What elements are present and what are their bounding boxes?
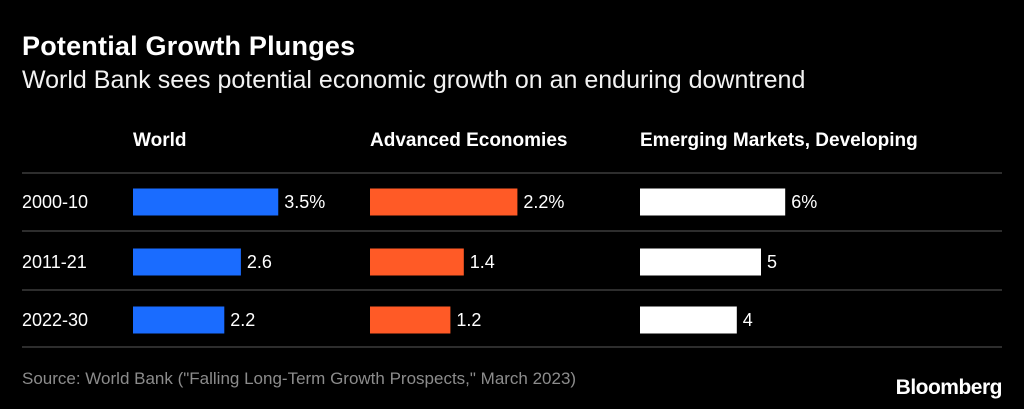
bar — [133, 306, 225, 334]
bar — [370, 188, 518, 216]
data-label: 1.4 — [470, 252, 495, 272]
series-header: Advanced Economies — [370, 130, 567, 151]
data-label: 4 — [743, 310, 753, 330]
bar — [640, 306, 737, 334]
category-label: 2011-21 — [22, 252, 87, 272]
bar — [133, 248, 241, 276]
bar — [640, 188, 786, 216]
data-label: 6% — [791, 192, 817, 212]
category-label: 2000-10 — [22, 192, 88, 212]
series-header: Emerging Markets, Developing — [640, 130, 918, 151]
bar — [133, 188, 279, 216]
data-label: 2.2 — [230, 310, 255, 330]
bar — [370, 306, 451, 334]
bar — [640, 248, 761, 276]
data-label: 2.6 — [247, 252, 272, 272]
category-label: 2022-30 — [22, 310, 88, 330]
chart-subtitle: World Bank sees potential economic growt… — [22, 66, 806, 94]
data-label: 3.5% — [284, 192, 325, 212]
data-label: 2.2% — [523, 192, 564, 212]
chart-title: Potential Growth Plunges — [22, 31, 356, 61]
bar — [370, 248, 464, 276]
source-note: Source: World Bank ("Falling Long-Term G… — [22, 369, 577, 388]
data-label: 1.2 — [456, 310, 481, 330]
bloomberg-logo: Bloomberg — [895, 376, 1003, 399]
series-header: World — [133, 130, 186, 151]
data-label: 5 — [767, 252, 777, 272]
